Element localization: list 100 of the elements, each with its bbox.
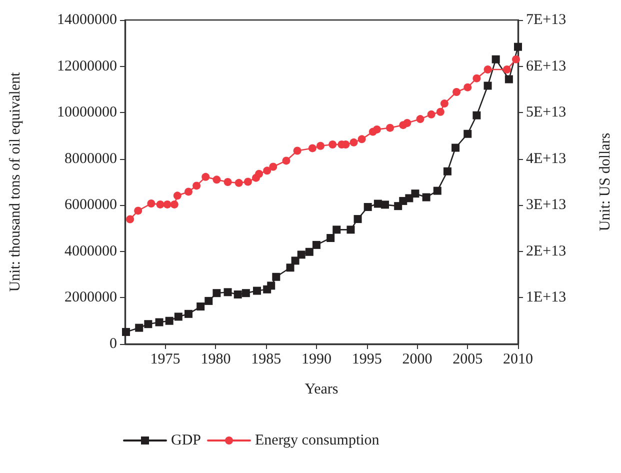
point	[155, 318, 164, 326]
point	[433, 186, 442, 195]
point	[234, 178, 243, 187]
point	[156, 200, 164, 208]
point	[253, 286, 262, 295]
point	[244, 178, 252, 186]
point	[122, 328, 130, 336]
point	[422, 193, 430, 202]
point	[452, 144, 460, 152]
y-axis-title: Unit: thousand tons of oil equivalent	[8, 71, 24, 292]
x-tick-label: 1975	[150, 352, 180, 368]
point	[464, 83, 472, 92]
point	[163, 200, 172, 208]
y2-tick-label: 6E+13	[526, 58, 566, 74]
point	[427, 110, 436, 118]
y-tick-label: 0	[110, 336, 117, 352]
point	[272, 272, 280, 281]
point	[472, 111, 481, 120]
y-tick-label: 10000000	[57, 104, 117, 121]
point	[316, 142, 324, 150]
point	[358, 135, 366, 144]
point	[416, 115, 424, 124]
point	[267, 282, 276, 290]
y2-tick-label: 7E+13	[526, 12, 566, 28]
point	[202, 172, 210, 181]
point	[282, 156, 290, 165]
point	[212, 176, 221, 184]
point	[224, 178, 232, 186]
x-tick-label: 1990	[301, 352, 332, 368]
point	[144, 320, 152, 328]
y-tick-label: 4000000	[64, 243, 117, 260]
y-tick-label: 14000000	[57, 12, 117, 28]
point	[380, 200, 389, 209]
y2-tick-label: 1E+13	[526, 290, 566, 306]
y2-tick-label: 5E+13	[526, 104, 566, 121]
point	[440, 100, 448, 108]
x-tick-label: 1995	[352, 352, 382, 368]
point	[204, 296, 213, 305]
point	[134, 206, 142, 215]
point	[184, 310, 192, 318]
point	[234, 290, 242, 298]
y2-axis-title: Unit: US dollars	[598, 132, 614, 232]
point	[305, 248, 314, 256]
point	[269, 162, 278, 171]
point	[173, 192, 182, 200]
point	[297, 250, 306, 259]
point	[464, 130, 472, 138]
point	[386, 124, 394, 132]
x-tick-label: 1980	[200, 352, 231, 368]
point	[242, 289, 250, 298]
point	[354, 215, 362, 224]
point	[346, 226, 355, 234]
y-tick-label: 12000000	[57, 58, 117, 74]
point	[135, 324, 144, 332]
y2-tick-label: 3E+13	[526, 197, 566, 214]
point	[443, 167, 452, 176]
y-tick-label: 2000000	[64, 290, 117, 306]
point	[212, 289, 221, 298]
point	[126, 215, 134, 224]
point	[312, 240, 320, 249]
point	[472, 74, 481, 82]
point	[502, 66, 511, 74]
point	[291, 256, 300, 265]
x-tick-label: 2010	[503, 352, 533, 368]
point	[514, 42, 522, 51]
point	[403, 118, 412, 127]
point	[308, 144, 316, 152]
point	[411, 190, 420, 198]
point	[293, 146, 302, 155]
point	[263, 166, 272, 175]
point	[196, 302, 205, 311]
point	[484, 82, 492, 90]
point	[372, 125, 381, 134]
legend-label: Energy consumption	[255, 432, 380, 448]
x-tick-label: 2000	[402, 352, 432, 368]
point	[224, 288, 232, 296]
point	[332, 226, 341, 234]
legend-label: GDP	[171, 432, 202, 448]
y2-tick-label: 2E+13	[526, 243, 566, 260]
point	[255, 170, 264, 178]
point	[286, 264, 294, 272]
point	[364, 202, 372, 211]
point	[328, 140, 337, 149]
point	[452, 88, 461, 96]
point	[436, 108, 444, 116]
x-tick-label: 2005	[452, 352, 483, 368]
point	[512, 55, 520, 64]
y-tick-label: 6000000	[64, 197, 117, 214]
point	[184, 188, 192, 196]
y2-tick-label: 4E+13	[526, 150, 566, 167]
point	[350, 138, 358, 146]
point	[174, 312, 182, 321]
point	[326, 234, 335, 242]
point	[484, 66, 492, 74]
point	[504, 75, 513, 84]
point	[170, 200, 178, 208]
x-axis-title: Years	[304, 382, 338, 398]
point	[192, 182, 201, 190]
x-tick-label: 1985	[251, 352, 282, 368]
point	[147, 200, 156, 208]
